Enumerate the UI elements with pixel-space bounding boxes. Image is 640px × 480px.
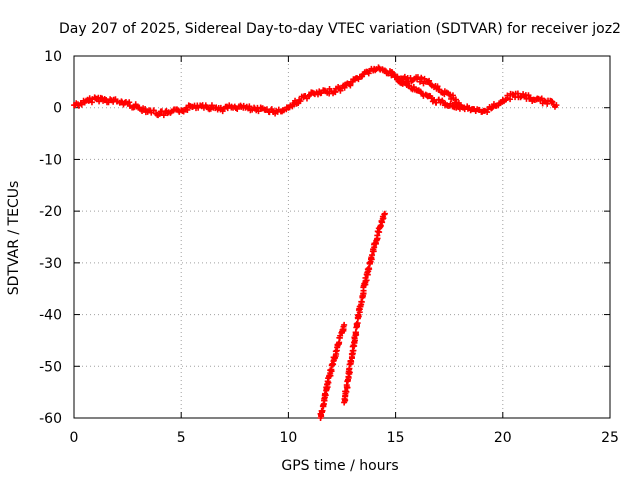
x-tick-label: 5 (177, 430, 186, 446)
y-tick-label: 0 (53, 101, 62, 117)
track-point (337, 87, 344, 94)
track-point (240, 102, 247, 109)
track-point (184, 106, 191, 113)
track-point (369, 252, 376, 259)
track-point (423, 78, 430, 85)
chart-title: Day 207 of 2025, Sidereal Day-to-day VTE… (59, 21, 621, 37)
y-tick-labels: 10 0 -10 -20 -30 -40 -50 -60 (39, 49, 62, 427)
track-point (380, 215, 387, 222)
y-tick-label: -40 (39, 308, 62, 324)
track-point (381, 211, 388, 218)
track-point (255, 108, 262, 115)
track-point (297, 98, 304, 105)
track-point (329, 360, 336, 367)
y-tick-label: 10 (44, 49, 62, 65)
track-point (246, 103, 253, 110)
y-tick-label: -60 (39, 411, 62, 427)
track-point (78, 101, 85, 108)
track-point (370, 246, 377, 253)
y-axis-label: SDTVAR / TECUs (6, 181, 22, 296)
x-tick-label: 10 (279, 430, 297, 446)
track-point (447, 91, 454, 98)
y-tick-label: -50 (39, 359, 62, 375)
track-point (421, 75, 428, 82)
track-point (150, 107, 157, 114)
data-points (71, 64, 560, 421)
track-point (379, 219, 386, 226)
track-point (326, 85, 333, 92)
track-point (455, 104, 462, 111)
track-point (527, 94, 534, 101)
track-point (359, 73, 366, 80)
axis-ticks (73, 55, 611, 419)
track-point (549, 98, 556, 105)
y-tick-label: -10 (39, 152, 62, 168)
track-point (101, 96, 108, 103)
y-tick-label: -30 (39, 256, 62, 272)
track-point (434, 83, 441, 90)
x-tick-label: 15 (387, 430, 405, 446)
track-point (379, 67, 386, 74)
track-point (410, 84, 417, 91)
x-tick-label: 0 (70, 430, 79, 446)
track-point (305, 93, 312, 100)
track-point (262, 107, 269, 114)
track-point (208, 102, 215, 109)
x-tick-label: 20 (494, 430, 512, 446)
track-point (155, 112, 162, 119)
x-axis-label: GPS time / hours (281, 458, 398, 474)
track-point (217, 104, 224, 111)
track-point (321, 397, 328, 404)
track-point (517, 94, 524, 101)
track-point (314, 91, 321, 98)
track-point (435, 96, 442, 103)
track-point (429, 98, 436, 105)
track-point (363, 277, 370, 284)
track-point (318, 413, 325, 420)
track-point (551, 103, 558, 110)
track-point (544, 100, 551, 107)
track-point (333, 347, 340, 354)
track-point (292, 97, 299, 104)
x-tick-label: 25 (601, 430, 619, 446)
track-point (340, 323, 347, 330)
track-point (219, 108, 226, 115)
track-point (348, 350, 355, 357)
x-tick-labels: 0 5 10 15 20 25 (70, 430, 619, 446)
track-point (401, 73, 408, 80)
track-point (428, 95, 435, 102)
y-tick-label: -20 (39, 204, 62, 220)
plot-frame (73, 55, 611, 419)
track-point (160, 112, 167, 119)
track-point (507, 96, 514, 103)
grid (74, 56, 610, 418)
